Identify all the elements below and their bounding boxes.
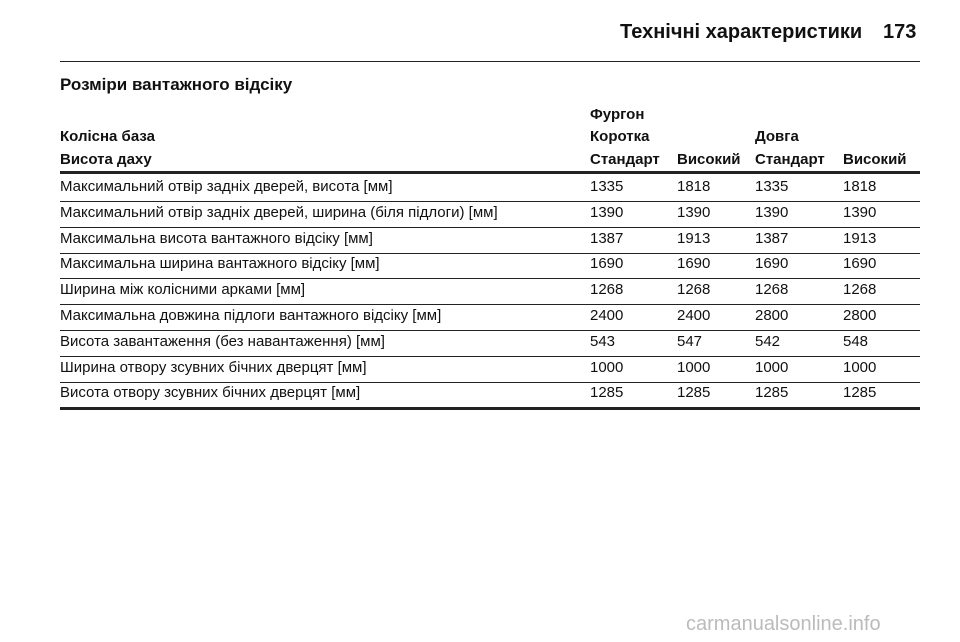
cell-value: 1390 xyxy=(755,203,789,221)
row-rule xyxy=(60,304,920,306)
wheelbase-header: Коротка xyxy=(590,128,650,145)
roof-header: Високий xyxy=(843,151,907,168)
cell-value: 1335 xyxy=(590,178,624,195)
cell-value: 1390 xyxy=(590,203,624,221)
cell-value: 1000 xyxy=(755,358,789,376)
wheelbase-label: Колісна база xyxy=(60,128,155,145)
row-label: Максимальна висота вантажного відсіку [м… xyxy=(60,229,373,247)
cell-value: 2800 xyxy=(843,307,877,324)
row-label: Максимальний отвір задніх дверей, ширина… xyxy=(60,203,498,221)
cell-value: 1000 xyxy=(677,358,711,376)
cell-value: 1268 xyxy=(590,281,624,299)
cell-value: 1000 xyxy=(590,358,624,376)
row-rule xyxy=(60,355,920,357)
roof-header: Стандарт xyxy=(590,151,660,168)
cell-value: 547 xyxy=(677,332,703,350)
row-rule xyxy=(60,201,920,202)
header-title: Технічні характеристики xyxy=(620,21,863,43)
cell-value: 1913 xyxy=(677,229,711,247)
header-rule xyxy=(60,61,920,62)
cell-value: 2800 xyxy=(755,307,789,324)
row-rule xyxy=(60,381,920,383)
row-label: Максимальна ширина вантажного відсіку [м… xyxy=(60,255,380,273)
table-head-rule xyxy=(60,171,920,174)
cell-value: 1285 xyxy=(590,384,624,402)
roof-header: Високий xyxy=(677,151,741,168)
roof-header: Стандарт xyxy=(755,151,825,168)
cell-value: 1818 xyxy=(843,178,877,195)
watermark: carmanualsonline.info xyxy=(686,613,881,635)
cell-value: 1268 xyxy=(843,281,877,299)
row-label: Висота завантаження (без навантаження) [… xyxy=(60,332,385,350)
row-label: Ширина отвору зсувних бічних дверцят [мм… xyxy=(60,358,367,376)
cell-value: 543 xyxy=(590,332,616,350)
cell-value: 1690 xyxy=(755,255,789,273)
cell-value: 548 xyxy=(843,332,869,350)
row-label: Висота отвору зсувних бічних дверцят [мм… xyxy=(60,384,361,402)
row-label: Максимальний отвір задніх дверей, висота… xyxy=(60,178,393,195)
cell-value: 1335 xyxy=(755,178,789,195)
cell-value: 1690 xyxy=(590,255,624,273)
page-number: 173 xyxy=(883,21,917,43)
section-title: Розміри вантажного відсіку xyxy=(60,75,293,94)
table-bottom-rule xyxy=(60,407,920,411)
cell-value: 1818 xyxy=(677,178,711,195)
row-rule xyxy=(60,252,920,254)
cell-value: 1285 xyxy=(677,384,711,402)
row-rule xyxy=(60,278,920,280)
cell-value: 1390 xyxy=(843,203,877,221)
row-label: Максимальна довжина підлоги вантажного в… xyxy=(60,307,442,324)
row-rule xyxy=(60,330,920,331)
row-label: Ширина між колісними арками [мм] xyxy=(60,281,306,299)
row-rule xyxy=(60,226,920,228)
cell-value: 542 xyxy=(755,332,781,350)
wheelbase-header: Довга xyxy=(755,128,799,145)
cell-value: 1387 xyxy=(755,229,789,247)
cell-value: 1390 xyxy=(677,203,711,221)
cell-value: 1913 xyxy=(843,229,877,247)
cell-value: 2400 xyxy=(677,307,711,324)
cell-value: 1387 xyxy=(590,229,624,247)
cell-value: 1690 xyxy=(677,255,711,273)
cell-value: 1690 xyxy=(843,255,877,273)
cell-value: 1000 xyxy=(843,358,877,376)
cell-value: 1285 xyxy=(755,384,789,402)
roof-label: Висота даху xyxy=(60,151,152,168)
cell-value: 1268 xyxy=(677,281,711,299)
cell-value: 1268 xyxy=(755,281,789,299)
group-header: Фургон xyxy=(590,106,645,123)
cell-value: 1285 xyxy=(843,384,877,402)
cell-value: 2400 xyxy=(590,307,624,324)
